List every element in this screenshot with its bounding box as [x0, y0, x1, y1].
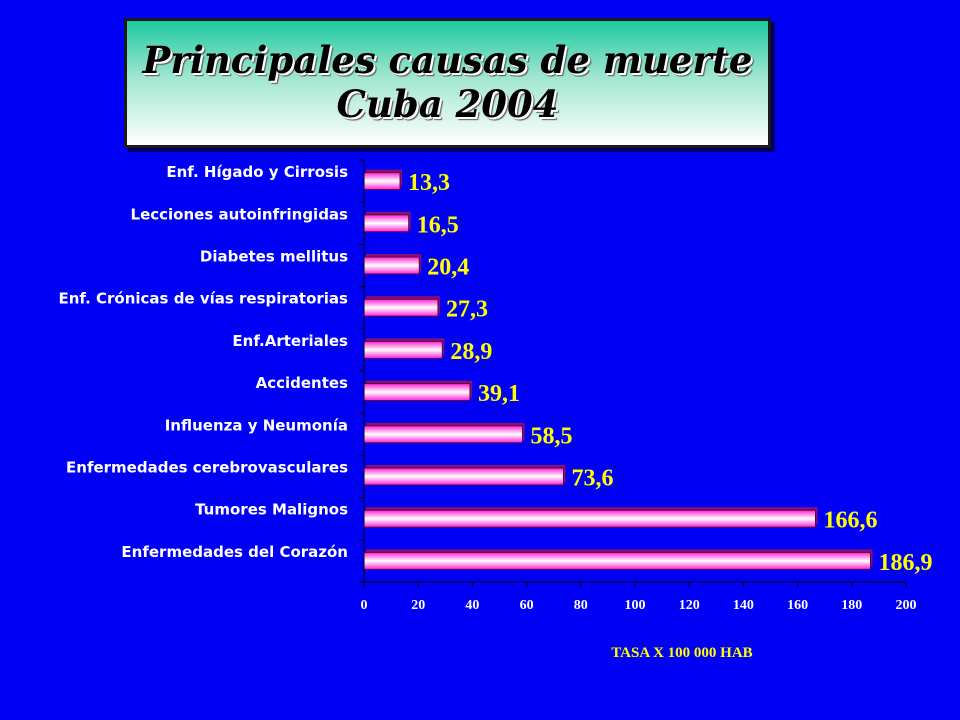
x-tick-label: 40: [465, 598, 479, 613]
bar: [363, 214, 410, 233]
category-label: Diabetes mellitus: [200, 248, 348, 266]
category-label: Tumores Malignos: [195, 501, 348, 519]
bar: [363, 172, 401, 191]
category-label: Enfermedades cerebrovasculares: [66, 459, 348, 477]
x-tick-label: 20: [411, 598, 425, 613]
value-label: 39,1: [478, 381, 520, 407]
bar: [363, 509, 816, 528]
bar: [363, 467, 564, 486]
bar: [363, 425, 524, 444]
value-label: 28,9: [450, 339, 492, 365]
value-label: 73,6: [571, 466, 613, 492]
category-label: Enf. Crónicas de vías respiratorias: [58, 290, 348, 308]
bar: [363, 256, 420, 275]
x-tick-label: 200: [896, 598, 917, 613]
x-tick-label: 120: [679, 598, 700, 613]
value-label: 16,5: [417, 212, 459, 238]
bar: [363, 298, 439, 317]
x-tick-label: 0: [361, 598, 368, 613]
category-label: Enfermedades del Corazón: [121, 543, 348, 561]
chart-title: Principales causas de muerte: [142, 38, 753, 82]
x-tick-label: 180: [841, 598, 862, 613]
x-tick-label: 160: [787, 598, 808, 613]
value-label: 13,3: [408, 170, 450, 196]
value-label: 58,5: [531, 423, 573, 449]
category-label: Enf.Arteriales: [232, 332, 348, 350]
value-label: 20,4: [427, 255, 469, 281]
category-label: Lecciones autoinfringidas: [131, 205, 349, 223]
x-tick-label: 100: [625, 598, 646, 613]
bar: [363, 383, 471, 402]
bar: [363, 340, 443, 359]
bar: [363, 551, 871, 570]
category-label: Accidentes: [256, 374, 348, 392]
value-label: 27,3: [446, 297, 488, 323]
value-label: 166,6: [823, 508, 877, 534]
category-label: Influenza y Neumonía: [165, 416, 348, 434]
x-tick-label: 140: [733, 598, 754, 613]
x-tick-label: 80: [574, 598, 588, 613]
x-axis-label: TASA X 100 000 HAB: [611, 645, 752, 661]
chart-title-box: Principales causas de muerte Cuba 2004: [124, 18, 771, 148]
value-label: 186,9: [878, 550, 932, 576]
category-label: Enf. Hígado y Cirrosis: [166, 163, 348, 181]
x-tick-label: 60: [520, 598, 534, 613]
chart-subtitle: Cuba 2004: [336, 82, 559, 126]
